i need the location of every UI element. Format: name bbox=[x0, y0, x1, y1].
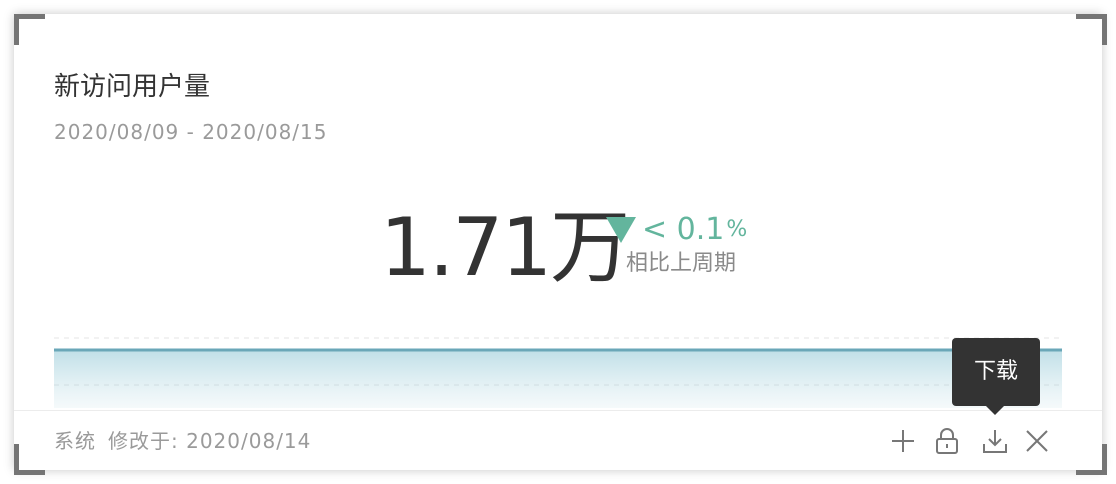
corner-bracket-top-left bbox=[14, 14, 45, 45]
footer-divider bbox=[14, 410, 1102, 411]
add-button[interactable] bbox=[888, 426, 918, 456]
metric-value: 1.71万 bbox=[380, 201, 630, 294]
card-title: 新访问用户量 bbox=[54, 72, 211, 102]
sparkline-area bbox=[54, 350, 1062, 408]
lock-button[interactable] bbox=[932, 426, 962, 456]
modified-label: 修改于: bbox=[108, 429, 179, 453]
down-triangle-icon bbox=[606, 217, 636, 243]
download-button[interactable] bbox=[980, 426, 1010, 456]
change-value: < 0.1 bbox=[642, 212, 725, 247]
download-icon bbox=[983, 430, 1007, 453]
download-tooltip: 下载 bbox=[952, 338, 1040, 406]
corner-bracket-bottom-right bbox=[1076, 444, 1107, 475]
lock-icon bbox=[936, 428, 958, 454]
footer-info: 系统 修改于: 2020/08/14 bbox=[54, 427, 311, 455]
tooltip-arrow bbox=[986, 406, 1004, 415]
change-indicator: < 0.1 % bbox=[606, 212, 747, 248]
change-unit: % bbox=[726, 217, 748, 242]
corner-bracket-top-right bbox=[1076, 14, 1107, 45]
plus-icon bbox=[892, 430, 914, 452]
corner-bracket-bottom-left bbox=[14, 444, 45, 475]
owner-label: 系统 bbox=[54, 429, 96, 453]
modified-date: 2020/08/14 bbox=[186, 429, 312, 453]
date-range: 2020/08/09 - 2020/08/15 bbox=[54, 120, 328, 144]
close-button[interactable] bbox=[1022, 426, 1052, 456]
close-icon bbox=[1026, 430, 1048, 452]
sparkline-chart bbox=[54, 337, 1062, 408]
compare-label: 相比上周期 bbox=[626, 251, 737, 276]
